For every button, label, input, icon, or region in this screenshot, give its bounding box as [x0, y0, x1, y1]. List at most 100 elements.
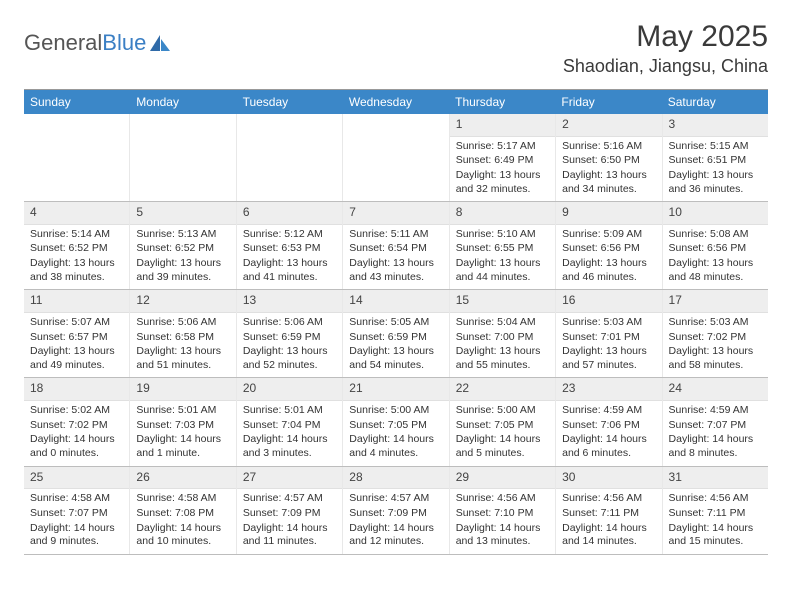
- day-number: 2: [556, 114, 661, 137]
- sunset-line: Sunset: 6:59 PM: [349, 331, 442, 345]
- sunset-line: Sunset: 6:57 PM: [30, 331, 123, 345]
- sunset-line: Sunset: 6:51 PM: [669, 154, 762, 168]
- day-number: 15: [450, 290, 555, 313]
- sunrise-line: Sunrise: 4:57 AM: [243, 492, 336, 506]
- dow-cell: Sunday: [24, 90, 130, 114]
- sunrise-line: Sunrise: 5:01 AM: [136, 404, 229, 418]
- sunset-line: Sunset: 6:49 PM: [456, 154, 549, 168]
- day-body: Sunrise: 5:13 AMSunset: 6:52 PMDaylight:…: [130, 225, 235, 290]
- calendar-day: 18Sunrise: 5:02 AMSunset: 7:02 PMDayligh…: [24, 378, 130, 465]
- day-body: Sunrise: 5:06 AMSunset: 6:58 PMDaylight:…: [130, 313, 235, 378]
- day-number: 8: [450, 202, 555, 225]
- sunset-line: Sunset: 6:52 PM: [136, 242, 229, 256]
- day-number: 21: [343, 378, 448, 401]
- day-body: Sunrise: 5:17 AMSunset: 6:49 PMDaylight:…: [450, 137, 555, 202]
- dow-cell: Monday: [130, 90, 236, 114]
- calendar-day-empty: [130, 114, 236, 201]
- daylight-line: Daylight: 13 hours and 38 minutes.: [30, 257, 123, 284]
- sunset-line: Sunset: 7:07 PM: [30, 507, 123, 521]
- sunset-line: Sunset: 7:07 PM: [669, 419, 762, 433]
- dow-cell: Saturday: [662, 90, 768, 114]
- calendar-day: 2Sunrise: 5:16 AMSunset: 6:50 PMDaylight…: [556, 114, 662, 201]
- sunrise-line: Sunrise: 5:13 AM: [136, 228, 229, 242]
- daylight-line: Daylight: 13 hours and 41 minutes.: [243, 257, 336, 284]
- day-number: [24, 114, 129, 136]
- daylight-line: Daylight: 13 hours and 44 minutes.: [456, 257, 549, 284]
- day-of-week-header: SundayMondayTuesdayWednesdayThursdayFrid…: [24, 90, 768, 114]
- day-number: 22: [450, 378, 555, 401]
- day-body: Sunrise: 5:15 AMSunset: 6:51 PMDaylight:…: [663, 137, 768, 202]
- sunset-line: Sunset: 6:52 PM: [30, 242, 123, 256]
- day-number: 3: [663, 114, 768, 137]
- daylight-line: Daylight: 14 hours and 13 minutes.: [456, 522, 549, 549]
- sunrise-line: Sunrise: 5:00 AM: [349, 404, 442, 418]
- sunrise-line: Sunrise: 5:16 AM: [562, 140, 655, 154]
- sunrise-line: Sunrise: 5:02 AM: [30, 404, 123, 418]
- daylight-line: Daylight: 14 hours and 4 minutes.: [349, 433, 442, 460]
- sunrise-line: Sunrise: 5:08 AM: [669, 228, 762, 242]
- day-number: 20: [237, 378, 342, 401]
- sunset-line: Sunset: 7:02 PM: [30, 419, 123, 433]
- daylight-line: Daylight: 13 hours and 39 minutes.: [136, 257, 229, 284]
- month-title: May 2025: [563, 20, 768, 54]
- sunset-line: Sunset: 7:01 PM: [562, 331, 655, 345]
- daylight-line: Daylight: 14 hours and 12 minutes.: [349, 522, 442, 549]
- day-number: 14: [343, 290, 448, 313]
- day-number: [130, 114, 235, 136]
- calendar-day: 12Sunrise: 5:06 AMSunset: 6:58 PMDayligh…: [130, 290, 236, 377]
- day-body: Sunrise: 4:58 AMSunset: 7:07 PMDaylight:…: [24, 489, 129, 554]
- calendar-day-empty: [237, 114, 343, 201]
- day-body: Sunrise: 5:02 AMSunset: 7:02 PMDaylight:…: [24, 401, 129, 466]
- sunrise-line: Sunrise: 5:06 AM: [243, 316, 336, 330]
- calendar-day: 19Sunrise: 5:01 AMSunset: 7:03 PMDayligh…: [130, 378, 236, 465]
- daylight-line: Daylight: 14 hours and 8 minutes.: [669, 433, 762, 460]
- calendar-day-empty: [24, 114, 130, 201]
- sunrise-line: Sunrise: 5:12 AM: [243, 228, 336, 242]
- sunset-line: Sunset: 7:11 PM: [562, 507, 655, 521]
- day-body: Sunrise: 5:00 AMSunset: 7:05 PMDaylight:…: [343, 401, 448, 466]
- sunset-line: Sunset: 6:56 PM: [669, 242, 762, 256]
- day-number: 19: [130, 378, 235, 401]
- sunrise-line: Sunrise: 5:07 AM: [30, 316, 123, 330]
- sunrise-line: Sunrise: 5:00 AM: [456, 404, 549, 418]
- daylight-line: Daylight: 13 hours and 57 minutes.: [562, 345, 655, 372]
- day-number: 24: [663, 378, 768, 401]
- calendar-day: 17Sunrise: 5:03 AMSunset: 7:02 PMDayligh…: [663, 290, 768, 377]
- day-number: 16: [556, 290, 661, 313]
- calendar-week: 4Sunrise: 5:14 AMSunset: 6:52 PMDaylight…: [24, 202, 768, 290]
- calendar-day: 26Sunrise: 4:58 AMSunset: 7:08 PMDayligh…: [130, 467, 236, 554]
- logo-sail-icon: [150, 35, 172, 51]
- daylight-line: Daylight: 13 hours and 52 minutes.: [243, 345, 336, 372]
- calendar-week: 18Sunrise: 5:02 AMSunset: 7:02 PMDayligh…: [24, 378, 768, 466]
- dow-cell: Friday: [555, 90, 661, 114]
- day-number: 4: [24, 202, 129, 225]
- day-body: Sunrise: 5:07 AMSunset: 6:57 PMDaylight:…: [24, 313, 129, 378]
- day-body: Sunrise: 5:01 AMSunset: 7:04 PMDaylight:…: [237, 401, 342, 466]
- sunset-line: Sunset: 7:10 PM: [456, 507, 549, 521]
- day-number: 30: [556, 467, 661, 490]
- calendar-week: 11Sunrise: 5:07 AMSunset: 6:57 PMDayligh…: [24, 290, 768, 378]
- calendar-day: 28Sunrise: 4:57 AMSunset: 7:09 PMDayligh…: [343, 467, 449, 554]
- sunrise-line: Sunrise: 5:14 AM: [30, 228, 123, 242]
- calendar-day: 20Sunrise: 5:01 AMSunset: 7:04 PMDayligh…: [237, 378, 343, 465]
- daylight-line: Daylight: 13 hours and 32 minutes.: [456, 169, 549, 196]
- logo-text: GeneralBlue: [24, 30, 146, 56]
- daylight-line: Daylight: 13 hours and 51 minutes.: [136, 345, 229, 372]
- sunrise-line: Sunrise: 4:56 AM: [562, 492, 655, 506]
- day-body: Sunrise: 4:59 AMSunset: 7:07 PMDaylight:…: [663, 401, 768, 466]
- calendar-day: 11Sunrise: 5:07 AMSunset: 6:57 PMDayligh…: [24, 290, 130, 377]
- daylight-line: Daylight: 14 hours and 5 minutes.: [456, 433, 549, 460]
- daylight-line: Daylight: 14 hours and 10 minutes.: [136, 522, 229, 549]
- day-number: 26: [130, 467, 235, 490]
- day-number: 25: [24, 467, 129, 490]
- sunrise-line: Sunrise: 5:03 AM: [562, 316, 655, 330]
- location-subtitle: Shaodian, Jiangsu, China: [563, 56, 768, 77]
- sunset-line: Sunset: 6:53 PM: [243, 242, 336, 256]
- daylight-line: Daylight: 13 hours and 48 minutes.: [669, 257, 762, 284]
- sunrise-line: Sunrise: 4:58 AM: [30, 492, 123, 506]
- daylight-line: Daylight: 14 hours and 14 minutes.: [562, 522, 655, 549]
- calendar-day: 15Sunrise: 5:04 AMSunset: 7:00 PMDayligh…: [450, 290, 556, 377]
- sunset-line: Sunset: 7:06 PM: [562, 419, 655, 433]
- sunrise-line: Sunrise: 5:09 AM: [562, 228, 655, 242]
- calendar-grid: SundayMondayTuesdayWednesdayThursdayFrid…: [24, 89, 768, 555]
